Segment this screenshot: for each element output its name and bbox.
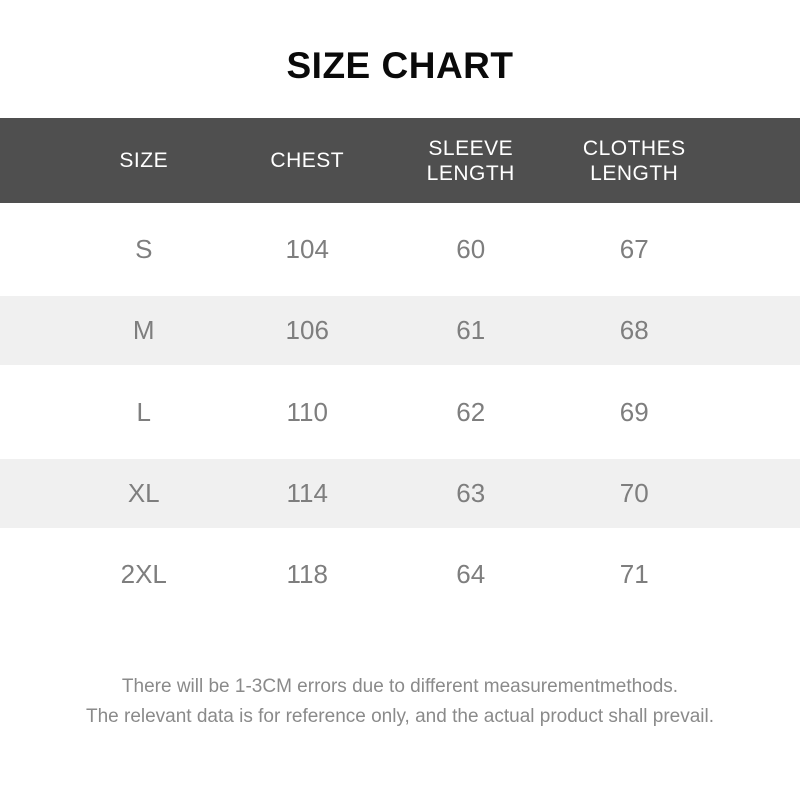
cell-clothes-length: 68 bbox=[619, 315, 649, 345]
cell-clothes-length: 67 bbox=[619, 234, 649, 264]
column-header-sleeve-length-line2: LENGTH bbox=[426, 161, 515, 185]
cell-chest: 114 bbox=[286, 478, 328, 508]
column-header-clothes-length: CLOTHES LENGTH bbox=[553, 136, 717, 186]
cell-sleeve-length: 61 bbox=[456, 315, 486, 345]
cell-clothes-length: 70 bbox=[619, 478, 649, 508]
column-header-size: SIZE bbox=[62, 148, 226, 173]
cell-chest: 106 bbox=[285, 315, 329, 345]
table-row-2xl: 2XL 118 64 71 bbox=[0, 528, 800, 621]
cell-size: XL bbox=[127, 478, 160, 508]
disclaimer-line-1: There will be 1-3CM errors due to differ… bbox=[121, 676, 679, 697]
cell-size: M bbox=[132, 315, 155, 345]
cell-chest: 118 bbox=[286, 559, 328, 589]
table-row-m: M 106 61 68 bbox=[0, 296, 800, 365]
table-header-row: SIZE CHEST SLEEVE LENGTH CLOTHES LENGTH bbox=[0, 118, 800, 203]
column-header-chest-line: CHEST bbox=[270, 149, 345, 172]
column-header-size-line: SIZE bbox=[119, 149, 169, 172]
disclaimer-text: There will be 1-3CM errors due to differ… bbox=[0, 672, 800, 732]
cell-clothes-length: 69 bbox=[619, 396, 649, 427]
cell-size: 2XL bbox=[120, 559, 167, 589]
cell-sleeve-length: 60 bbox=[456, 234, 486, 264]
cell-size: L bbox=[136, 396, 151, 427]
table-row-l: L 110 62 69 bbox=[0, 365, 800, 459]
table-row-s: S 104 60 67 bbox=[0, 203, 800, 296]
column-header-clothes-length-line1: CLOTHES bbox=[582, 136, 686, 160]
cell-sleeve-length: 64 bbox=[456, 559, 486, 589]
cell-size: S bbox=[135, 234, 153, 264]
cell-chest: 104 bbox=[285, 234, 329, 264]
cell-sleeve-length: 62 bbox=[456, 396, 486, 427]
column-header-clothes-length-line2: LENGTH bbox=[590, 161, 679, 185]
cell-clothes-length: 71 bbox=[619, 559, 649, 589]
column-header-chest: CHEST bbox=[226, 148, 390, 173]
column-header-sleeve-length-line1: SLEEVE bbox=[428, 136, 514, 160]
disclaimer-line-2: The relevant data is for reference only,… bbox=[85, 706, 715, 727]
table-row-xl: XL 114 63 70 bbox=[0, 459, 800, 528]
cell-sleeve-length: 63 bbox=[456, 478, 486, 508]
column-header-sleeve-length: SLEEVE LENGTH bbox=[389, 136, 553, 186]
page-title: SIZE CHART bbox=[286, 45, 514, 86]
cell-chest: 110 bbox=[286, 396, 328, 427]
size-table: SIZE CHEST SLEEVE LENGTH CLOTHES LENGTH … bbox=[0, 118, 800, 621]
